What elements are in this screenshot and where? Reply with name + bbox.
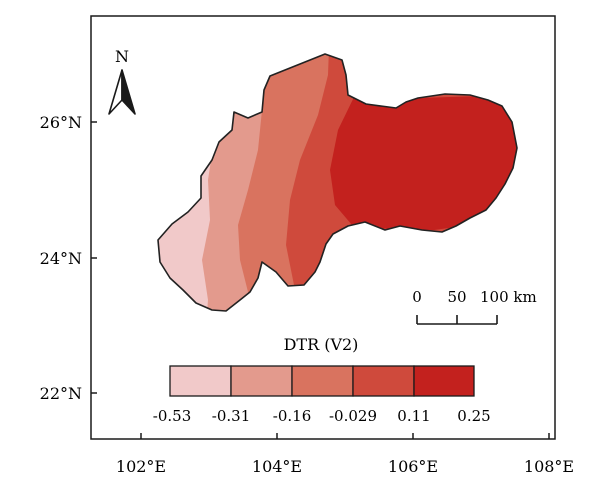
scale-label: 0: [412, 288, 422, 306]
region-boundary: [157, 53, 518, 312]
scale-label: 50: [447, 288, 466, 306]
legend-break-label: 0.25: [457, 407, 490, 425]
legend-break-label: -0.16: [273, 407, 311, 425]
legend-break-label: -0.31: [212, 407, 250, 425]
legend: DTR (V2) -0.53 -0.31 -0.16 -0.029 0.11 0…: [153, 335, 491, 425]
lat-label: 26°N: [40, 113, 82, 132]
lon-label: 102°E: [116, 457, 166, 476]
lon-label: 106°E: [388, 457, 438, 476]
legend-break-label: -0.029: [329, 407, 377, 425]
lon-label: 108°E: [524, 457, 574, 476]
lat-label: 24°N: [40, 249, 82, 268]
legend-break-label: 0.11: [397, 407, 430, 425]
legend-swatch: [230, 365, 293, 397]
lon-axis: 102°E 104°E 106°E 108°E: [116, 433, 574, 476]
lon-label: 104°E: [252, 457, 302, 476]
scale-bar: 0 50 100 km: [412, 288, 537, 325]
north-arrow: N: [108, 47, 136, 115]
scale-label: 100 km: [480, 288, 537, 306]
legend-swatch: [413, 365, 475, 397]
dtr-zone-5: [330, 95, 517, 232]
north-arrow-fill: [121, 69, 136, 115]
legend-swatch: [169, 365, 232, 397]
legend-break-label: -0.53: [153, 407, 191, 425]
lat-axis: 26°N 24°N 22°N: [40, 113, 97, 403]
lat-label: 22°N: [40, 384, 82, 403]
legend-swatch: [352, 365, 415, 397]
legend-swatch: [291, 365, 354, 397]
legend-title: DTR (V2): [284, 335, 359, 354]
north-label: N: [115, 47, 129, 66]
